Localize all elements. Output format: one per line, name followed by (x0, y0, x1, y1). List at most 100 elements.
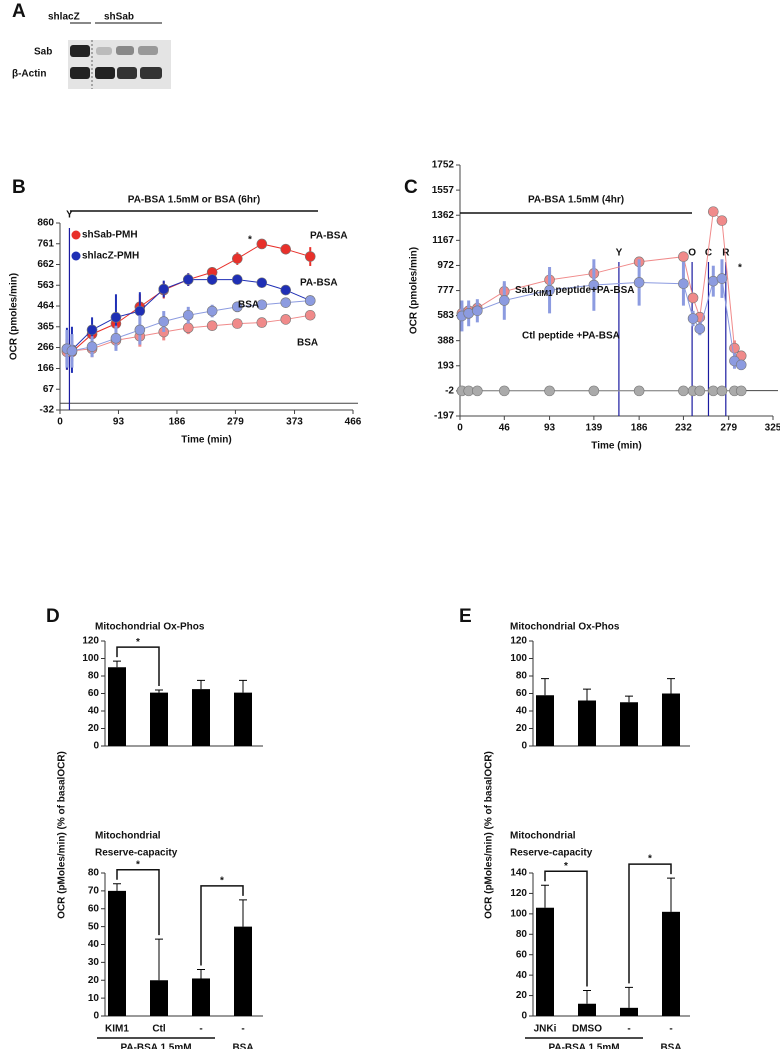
bar (234, 926, 252, 1016)
y-tick-label: 0 (93, 741, 99, 752)
error-bar (113, 660, 121, 668)
error-bar (197, 969, 205, 979)
annotation: BSA (238, 300, 259, 311)
x-tick-label: 373 (286, 417, 303, 428)
marker (304, 309, 316, 321)
y-tick-label: 662 (37, 259, 54, 270)
marker (472, 305, 483, 317)
error-bar (239, 899, 247, 927)
marker (735, 359, 747, 371)
marker (304, 295, 316, 306)
marker (110, 312, 122, 323)
y-tick-label: -197 (434, 411, 454, 422)
marker (716, 385, 728, 397)
error-bar (197, 679, 205, 690)
y-tick-label: 70 (88, 886, 100, 897)
band (95, 67, 115, 79)
y-tick-label: 100 (510, 653, 527, 664)
y-tick-label: 860 (37, 218, 54, 229)
y-tick-label: 193 (437, 360, 454, 371)
marker (633, 385, 645, 397)
marker (134, 324, 146, 336)
panel-letter: E (459, 606, 472, 627)
legend-label: shSab-PMH (82, 230, 138, 241)
chart-title: Mitochondrial Ox-Phos (510, 622, 620, 633)
event-label: Y (616, 248, 623, 259)
marker (182, 322, 194, 334)
x-tick-label: 279 (720, 423, 737, 434)
y-tick-label: 120 (510, 636, 527, 647)
y-tick-label: 40 (516, 706, 528, 717)
row-label: Sab (34, 47, 52, 58)
x-tick-label: - (199, 1024, 202, 1035)
x-axis-title: Time (min) (591, 441, 641, 452)
marker (716, 215, 728, 226)
bar (662, 911, 680, 1016)
chart-title: Mitochondrial (95, 831, 161, 842)
y-tick-label: 0 (521, 741, 527, 752)
marker (735, 385, 747, 397)
group-label: PA-BSA 1.5mM (548, 1043, 619, 1049)
band (70, 67, 90, 79)
y-tick-label: 80 (516, 929, 528, 940)
legend-marker (71, 230, 81, 240)
marker (678, 278, 689, 290)
marker (729, 342, 740, 354)
y-tick-label: 10 (88, 993, 100, 1004)
y-tick-label: 761 (37, 238, 54, 249)
y-tick-label: 1752 (432, 160, 455, 171)
significance-star: * (220, 875, 224, 886)
group-label: BSA (232, 1043, 253, 1049)
marker (158, 316, 170, 327)
x-axis-title: Time (min) (181, 435, 231, 446)
y-tick-label: 20 (88, 723, 100, 734)
marker (588, 385, 600, 397)
annotation-part: peptide+PA-BSA (555, 285, 634, 296)
y-tick-label: 60 (516, 688, 528, 699)
significance-bracket (544, 870, 588, 987)
y-tick-label: 266 (37, 342, 54, 353)
y-tick-label: 80 (88, 671, 100, 682)
y-axis-title: OCR (pmoles/min) (409, 247, 420, 334)
panel-letter: A (12, 1, 26, 22)
error-bar (667, 877, 675, 912)
bar (108, 667, 126, 746)
marker (678, 385, 689, 397)
significance-bracket (200, 885, 244, 966)
annotation-subscript: KIM1 (533, 289, 553, 298)
panel-letter: B (12, 177, 26, 198)
marker (232, 301, 243, 313)
x-tick-label: - (627, 1024, 630, 1035)
chart-title: Mitochondrial (510, 831, 576, 842)
panel-letter: D (46, 606, 60, 627)
x-tick-label: KIM1 (105, 1024, 129, 1035)
x-tick-label: - (241, 1024, 244, 1035)
y-tick-label: 60 (88, 903, 100, 914)
error-bar (541, 884, 549, 908)
x-tick-label: 232 (675, 423, 692, 434)
x-tick-label: 186 (631, 423, 648, 434)
error-bar (583, 688, 591, 701)
marker (232, 318, 243, 329)
significance-star: * (648, 854, 652, 865)
y-tick-label: 60 (516, 949, 528, 960)
y-tick-label: 972 (437, 260, 454, 271)
y-tick-label: 40 (516, 970, 528, 981)
marker (182, 309, 194, 321)
x-tick-label: DMSO (572, 1024, 602, 1035)
y-tick-label: 1167 (432, 235, 454, 246)
marker (232, 274, 243, 285)
band (138, 46, 158, 55)
marker (472, 385, 483, 397)
y-tick-label: 583 (437, 310, 454, 321)
x-tick-label: 139 (586, 423, 603, 434)
bar (536, 907, 554, 1016)
y-tick-label: 777 (437, 285, 454, 296)
x-tick-label: 46 (499, 423, 511, 434)
y-tick-label: 30 (88, 957, 100, 968)
y-tick-label: 100 (82, 653, 99, 664)
y-tick-label: 40 (88, 706, 100, 717)
chart-title: Reserve-capacity (95, 848, 178, 859)
bar (578, 700, 596, 746)
